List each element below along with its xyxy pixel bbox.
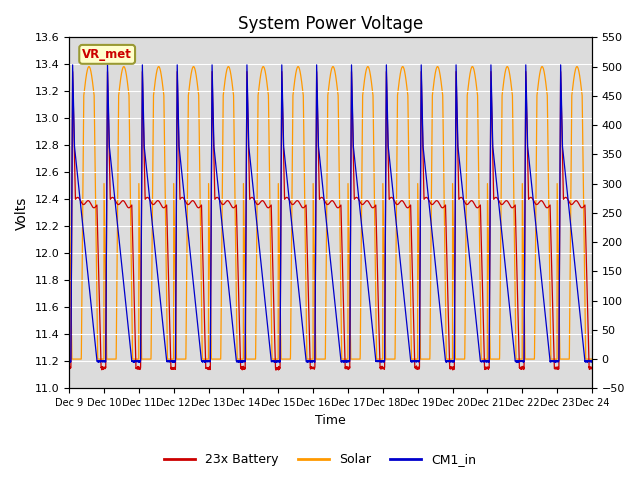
X-axis label: Time: Time [315,414,346,427]
Solar [128,311,136,316]
CM1_in [588,358,596,364]
Solar [588,356,596,362]
23x Battery [540,201,548,206]
CM1_in [540,298,548,304]
23x Battery [68,69,76,74]
Bar [69,37,592,388]
CM1_in [68,62,76,68]
23x Battery [588,365,596,371]
23x Battery [392,201,400,207]
Solar [266,179,273,184]
Line: 23x Battery: 23x Battery [69,72,592,370]
23x Battery [538,198,545,204]
23x Battery [272,367,280,373]
Solar [561,356,568,362]
CM1_in [266,342,273,348]
CM1_in [561,161,568,167]
Line: CM1_in: CM1_in [69,65,592,362]
CM1_in [515,360,522,365]
Solar [85,64,93,70]
CM1_in [128,358,136,364]
Solar [392,201,400,206]
23x Battery [65,364,73,370]
23x Battery [266,204,273,210]
Solar [68,356,76,362]
23x Battery [561,195,568,201]
Solar [538,64,545,70]
Text: VR_met: VR_met [82,48,132,61]
Y-axis label: Volts: Volts [15,196,29,229]
Solar [540,67,548,73]
Title: System Power Voltage: System Power Voltage [238,15,423,33]
23x Battery [128,202,136,208]
Line: Solar: Solar [69,67,592,359]
Legend: 23x Battery, Solar, CM1_in: 23x Battery, Solar, CM1_in [159,448,481,471]
CM1_in [392,222,400,228]
Solar [65,180,73,186]
CM1_in [65,359,73,364]
CM1_in [538,275,545,281]
